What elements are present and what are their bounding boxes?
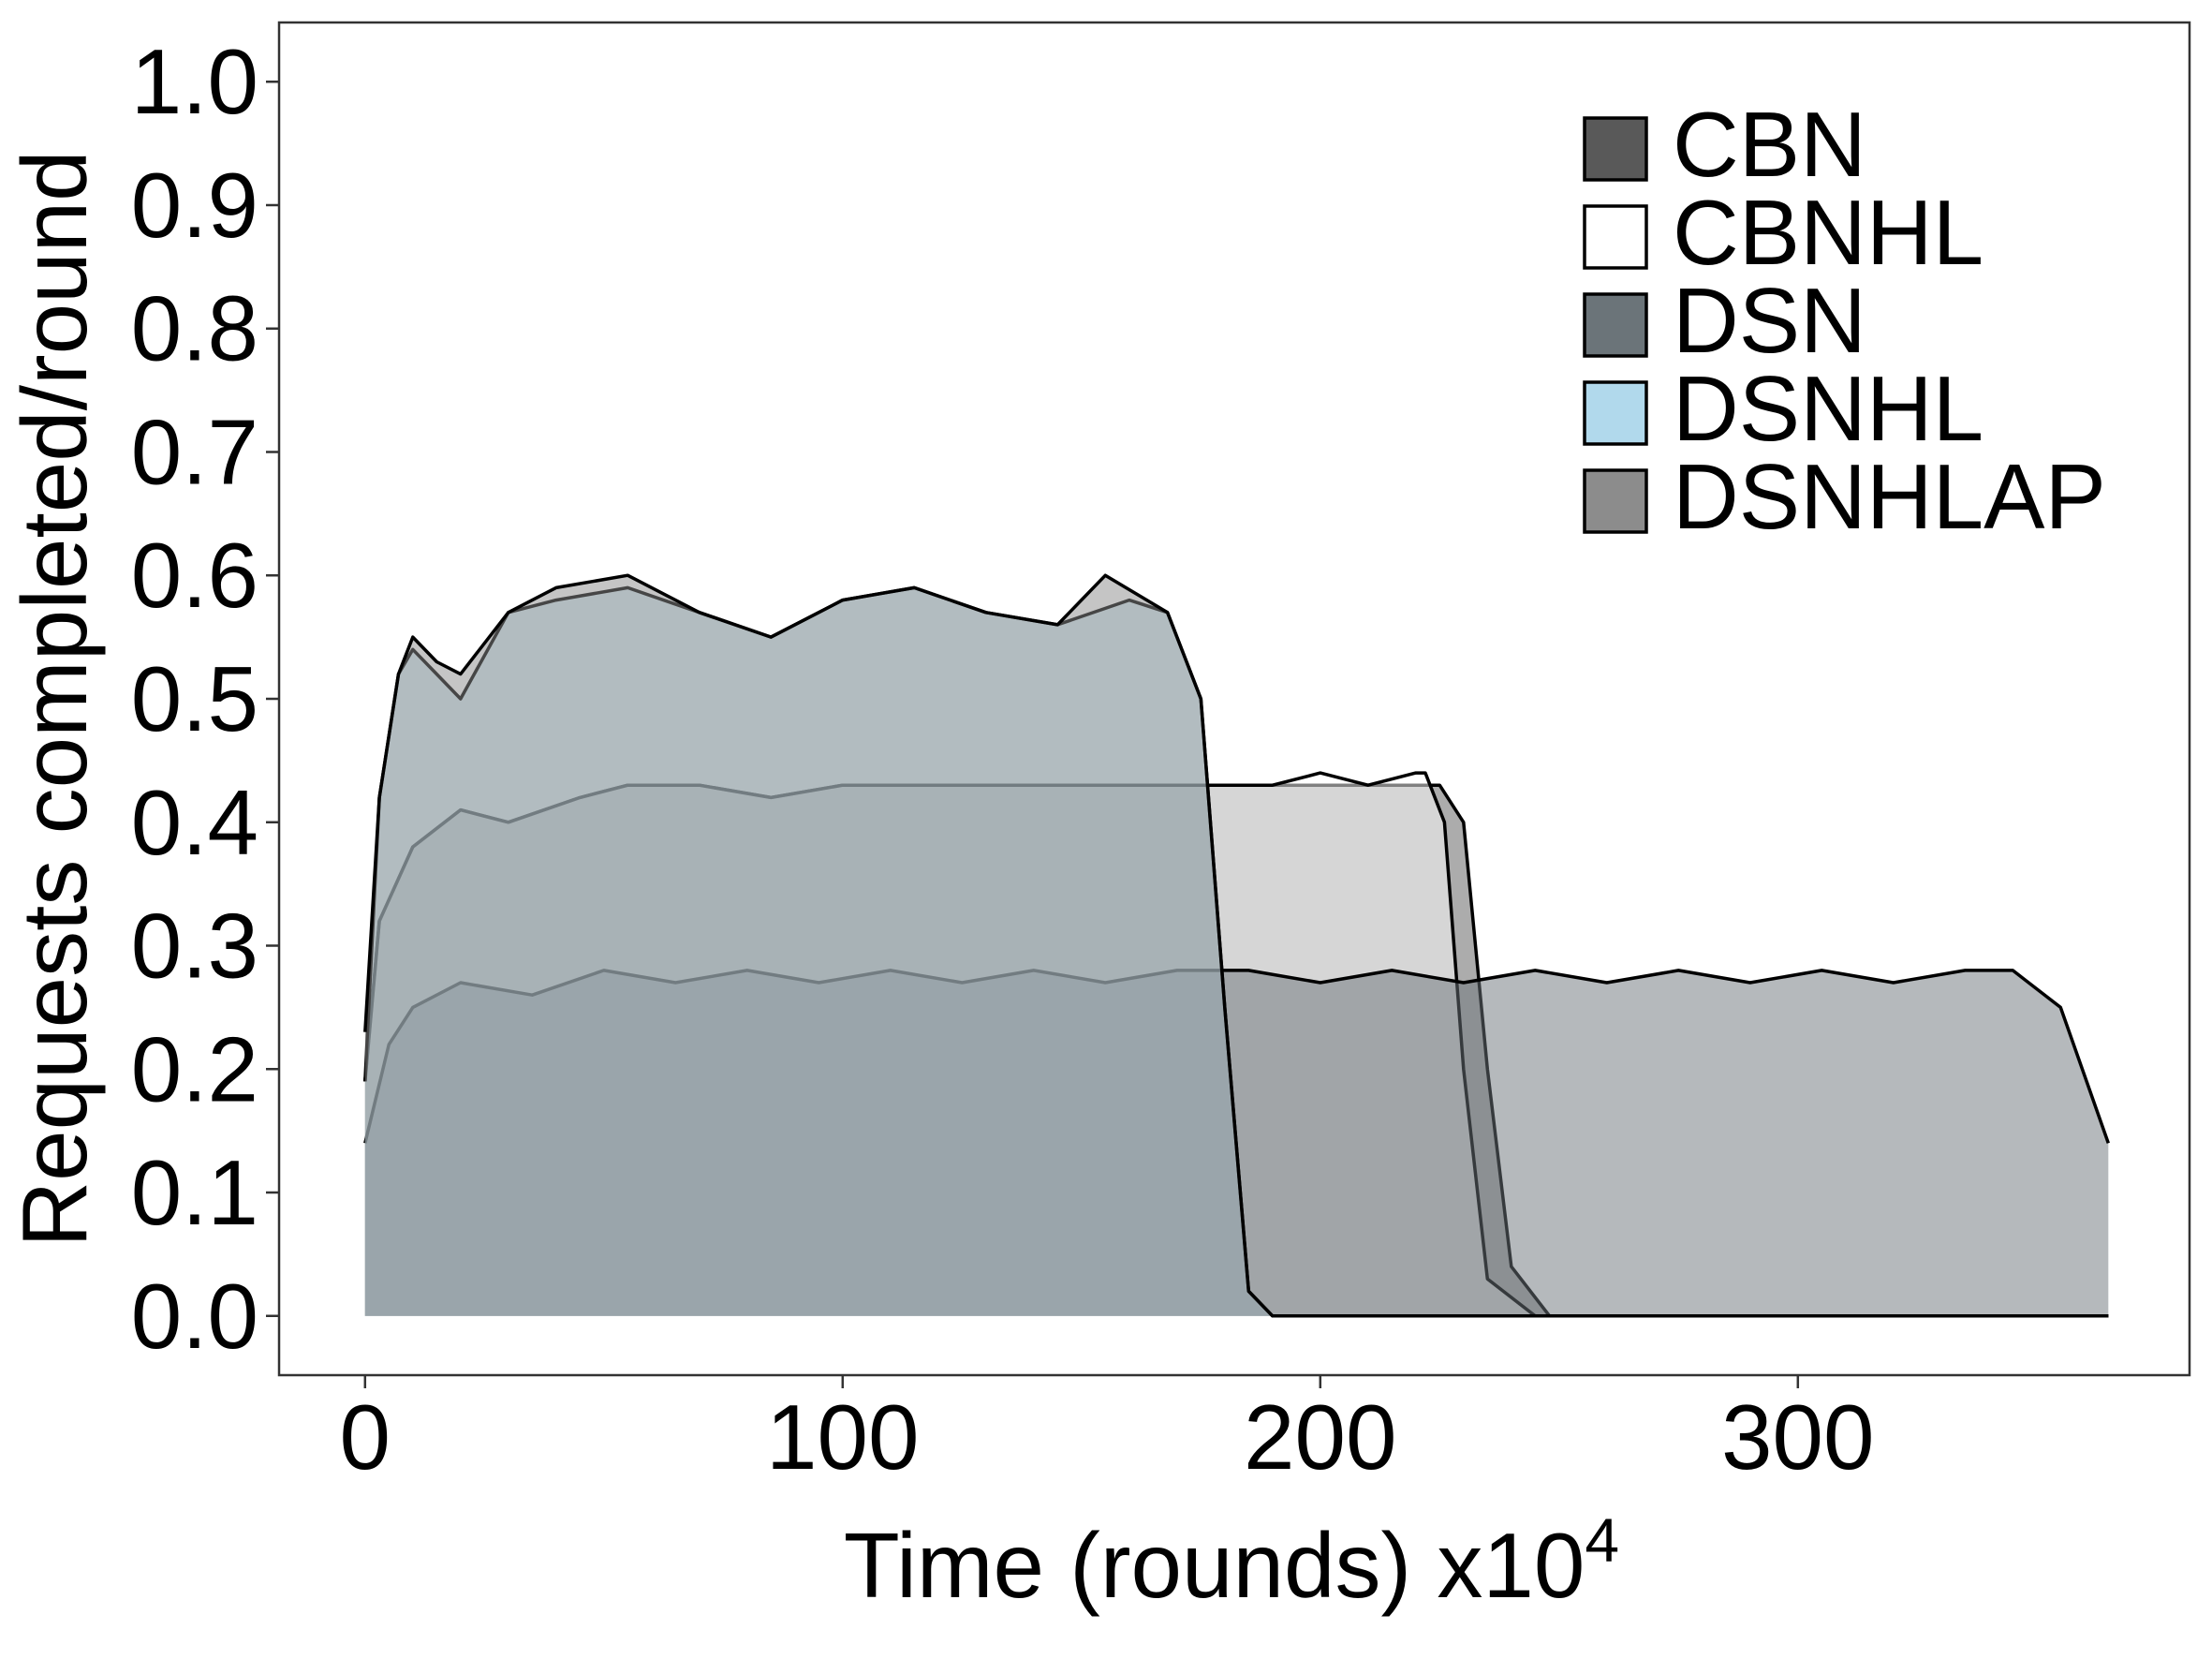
y-tick-label: 0.3 — [131, 895, 258, 998]
x-tick-label: 300 — [1721, 1385, 1875, 1489]
x-tick-label: 200 — [1244, 1385, 1397, 1489]
y-tick-label: 0.4 — [131, 771, 258, 874]
legend-key-dsnhlap — [1583, 468, 1648, 534]
y-tick-label: 0.0 — [131, 1265, 258, 1368]
y-axis: 0.0 0.1 0.2 0.3 0.4 0.5 0.6 0.7 0.8 0.9 1.0 — [131, 30, 279, 1368]
x-axis-title-main: Time (rounds) x10 — [844, 1514, 1585, 1617]
legend-key-cbn — [1583, 116, 1648, 182]
legend-label-dsnhl: DSNHL — [1673, 357, 1983, 460]
y-tick-label: 0.8 — [131, 277, 258, 380]
y-tick-label: 0.2 — [131, 1017, 258, 1120]
y-tick-label: 0.6 — [131, 524, 258, 627]
x-axis-title-exponent: 4 — [1585, 1505, 1619, 1575]
legend-label-cbn: CBN — [1673, 93, 1866, 196]
area-dsnhlap — [364, 575, 2109, 1316]
y-tick-label: 0.7 — [131, 400, 258, 503]
y-tick-label: 0.9 — [131, 154, 258, 257]
y-tick-label: 0.1 — [131, 1141, 258, 1244]
legend-label-dsnhlap: DSNHLAP — [1673, 445, 2106, 548]
legend-key-dsnhl — [1583, 380, 1648, 446]
x-tick-label: 100 — [766, 1385, 920, 1489]
area-outline-dsnhlap — [363, 573, 2109, 1318]
x-tick-label: 0 — [340, 1385, 391, 1489]
y-tick-label: 1.0 — [131, 30, 258, 133]
x-axis: 0 100 200 300 — [340, 1375, 1875, 1489]
area-layer — [363, 573, 2110, 1318]
x-axis-title: Time (rounds) x104 — [844, 1505, 1619, 1617]
legend-label-dsn: DSN — [1673, 269, 1866, 372]
legend-key-dsn — [1583, 292, 1648, 358]
y-axis-title: Requests completed/round — [3, 150, 106, 1247]
y-tick-label: 0.5 — [131, 647, 258, 750]
legend-key-cbnhl — [1583, 204, 1648, 270]
legend-label-cbnhl: CBNHL — [1673, 181, 1983, 284]
